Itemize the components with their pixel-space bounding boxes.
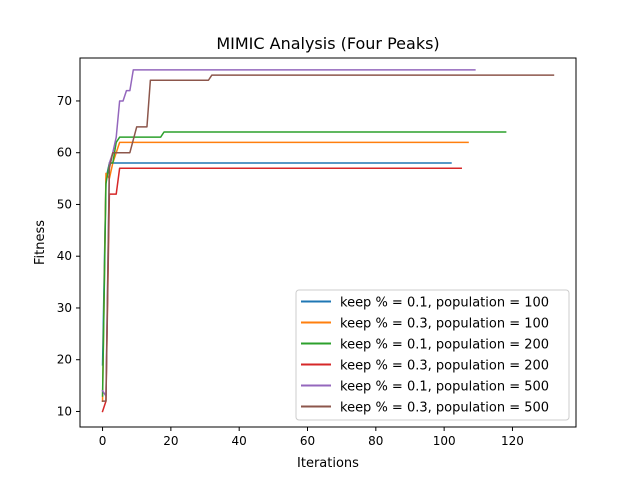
x-tick-label: 0 [99, 434, 107, 448]
y-tick-label: 60 [57, 146, 72, 160]
legend-label: keep % = 0.1, population = 200 [340, 338, 549, 353]
legend-item: keep % = 0.3, population = 200 [301, 359, 549, 374]
chart-title: MIMIC Analysis (Four Peaks) [216, 34, 439, 53]
x-tick-label: 20 [163, 434, 178, 448]
series-line-3 [101, 131, 507, 397]
legend-item: keep % = 0.3, population = 500 [301, 401, 549, 416]
y-tick-label: 10 [57, 404, 72, 418]
y-tick-label: 70 [57, 94, 72, 108]
plot-area [79, 57, 577, 428]
x-tick-label: 100 [433, 434, 456, 448]
legend-item: keep % = 0.1, population = 500 [301, 380, 549, 395]
legend-item: keep % = 0.1, population = 200 [301, 338, 549, 353]
series-line-4 [101, 167, 462, 413]
legend: keep % = 0.1, population = 100 keep % = 0… [295, 289, 570, 421]
y-tick-label: 50 [57, 197, 72, 211]
legend-label: keep % = 0.3, population = 100 [340, 317, 549, 332]
x-axis: 0 20 40 60 80 100 120 [99, 427, 524, 448]
x-tick-label: 60 [300, 434, 315, 448]
legend-label: keep % = 0.1, population = 100 [340, 296, 549, 311]
y-tick-label: 30 [57, 301, 72, 315]
x-tick-label: 40 [232, 434, 247, 448]
legend-items: keep % = 0.1, population = 100 keep % = 0… [301, 296, 549, 416]
plot-frame [79, 57, 577, 428]
series-line-6 [101, 74, 555, 402]
legend-box [295, 289, 570, 421]
x-tick-label: 120 [501, 434, 524, 448]
legend-label: keep % = 0.3, population = 500 [340, 401, 549, 416]
legend-label: keep % = 0.3, population = 200 [340, 359, 549, 374]
series-layer [101, 69, 555, 413]
legend-label: keep % = 0.1, population = 500 [340, 380, 549, 395]
y-axis: 10 20 30 40 50 60 70 [57, 94, 80, 418]
y-tick-label: 40 [57, 249, 72, 263]
x-axis-label: Iterations [297, 456, 359, 471]
legend-item: keep % = 0.3, population = 100 [301, 317, 549, 332]
y-axis-label: Fitness [33, 220, 48, 265]
y-tick-label: 20 [57, 353, 72, 367]
x-tick-label: 80 [368, 434, 383, 448]
legend-item: keep % = 0.1, population = 100 [301, 296, 549, 311]
